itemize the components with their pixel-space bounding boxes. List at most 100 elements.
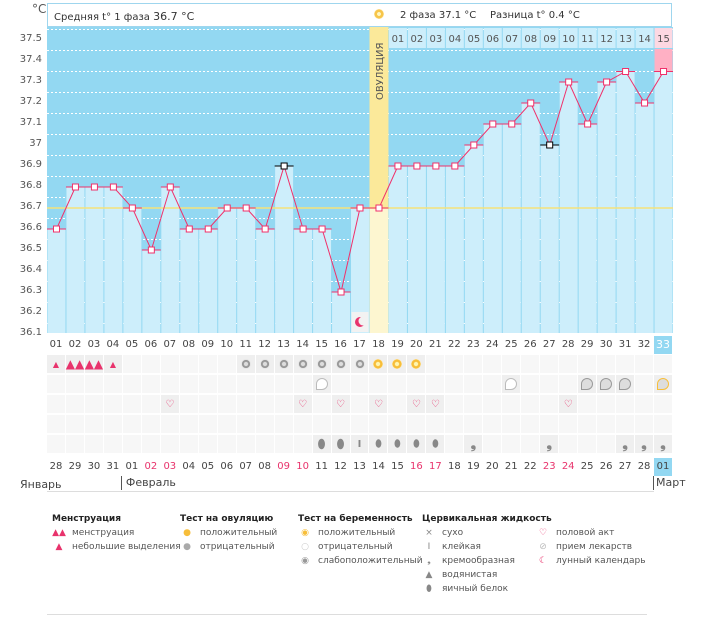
empty-cell — [540, 415, 559, 433]
month-axis-line — [47, 491, 655, 492]
legend-item: водянистая — [442, 570, 498, 580]
phase2-day-cell — [426, 28, 445, 48]
empty-cell — [388, 375, 407, 393]
pregnancy-negative-icon: ○ — [301, 542, 309, 552]
cervical-egg-icon: ⬮ — [312, 435, 331, 453]
cycle-day-label: 15 — [315, 339, 328, 350]
cycle-day-label: 30 — [599, 339, 613, 350]
empty-cell — [179, 375, 198, 393]
empty-cell — [483, 395, 502, 413]
spotting-icon: ▲ — [47, 355, 65, 373]
empty-cell — [578, 355, 597, 373]
date-label: 02 — [144, 461, 158, 472]
legend-item: положительный — [318, 528, 396, 538]
empty-cell — [122, 395, 141, 413]
temperature-point — [565, 78, 573, 86]
empty-cell — [103, 415, 122, 433]
empty-cell — [103, 375, 122, 393]
cervical-watery-icon: ⬮ — [407, 435, 426, 453]
empty-cell — [236, 435, 255, 453]
legend-item: яичный белок — [442, 584, 509, 594]
temperature-bar — [332, 292, 351, 333]
empty-cell — [65, 415, 84, 433]
heart-icon: ♡ — [369, 395, 388, 413]
y-tick-label: 37.3 — [19, 75, 42, 86]
empty-cell — [654, 415, 672, 433]
legend-item: клейкая — [442, 542, 481, 552]
empty-cell — [198, 375, 217, 393]
empty-cell — [217, 395, 236, 413]
date-label: 09 — [277, 461, 290, 472]
cervical-egg-icon: ⬮ — [331, 435, 350, 453]
empty-cell — [274, 415, 293, 433]
temperature-bar — [47, 229, 66, 333]
temperature-point — [356, 204, 364, 212]
empty-cell — [141, 395, 160, 413]
temperature-bar — [256, 229, 275, 333]
legend-item: отрицательный — [318, 542, 393, 552]
phase1-average: Средняя t° 1 фаза 36.7 °C — [54, 10, 194, 23]
empty-cell — [464, 375, 483, 393]
empty-cell — [521, 435, 540, 453]
empty-cell — [521, 375, 540, 393]
empty-cell — [635, 355, 654, 373]
temperature-point — [546, 141, 554, 149]
heart-icon: ♡ — [426, 395, 445, 413]
phase2-day-cell — [597, 28, 616, 48]
cervical-creamy-icon: ❟ — [464, 435, 483, 453]
empty-cell — [597, 435, 616, 453]
empty-cell — [179, 435, 198, 453]
empty-cell — [160, 375, 179, 393]
phase2-day-label: 13 — [619, 34, 632, 45]
phase2-day-label: 09 — [543, 34, 556, 45]
temperature-point — [223, 204, 231, 212]
empty-cell — [559, 415, 578, 433]
cycle-day-label: 03 — [87, 339, 101, 350]
y-tick-label: 36.1 — [19, 327, 42, 338]
phase2-day-label: 15 — [657, 34, 670, 45]
empty-cell — [616, 395, 635, 413]
date-label: 08 — [258, 461, 272, 472]
cycle-day-label: 11 — [239, 339, 253, 350]
cycle-day-label: 17 — [353, 339, 366, 350]
y-tick-label: 36.4 — [19, 264, 42, 275]
temperature-point — [166, 183, 174, 191]
temperature-bar — [104, 187, 123, 333]
phase1-value: 36.7 °C — [153, 10, 195, 23]
legend-title: Тест на беременность — [298, 514, 413, 524]
temperature-bar — [540, 145, 559, 333]
empty-cell — [47, 395, 65, 413]
icon-row-2 — [47, 375, 673, 394]
empty-cell — [445, 375, 464, 393]
month-march: Март — [653, 476, 686, 490]
y-tick-label: 36.5 — [19, 243, 42, 254]
moon-icon: ☾ — [538, 556, 548, 566]
date-row: 28 29 30 31 01 02 03 04 05 06 07 08 09 10 11 12 13 14 15 16… — [47, 458, 673, 476]
empty-cell — [331, 375, 350, 393]
date-label: 19 — [466, 461, 480, 472]
menstruation-icon: ▲▲ — [65, 355, 85, 373]
empty-cell — [464, 415, 483, 433]
empty-cell — [47, 375, 65, 393]
empty-cell — [255, 375, 274, 393]
empty-cell — [635, 375, 654, 393]
pregnancy-test-weak-icon — [597, 375, 616, 393]
empty-cell — [65, 395, 84, 413]
ovulation-test-positive-icon — [388, 355, 407, 373]
empty-cell — [198, 395, 217, 413]
phase2-day-label: 07 — [505, 34, 518, 45]
temperature-point — [584, 120, 592, 128]
temperature-bar — [237, 208, 256, 333]
empty-cell — [464, 395, 483, 413]
pregnancy-test-weak-icon — [578, 375, 597, 393]
empty-cell — [179, 355, 198, 373]
empty-cell — [293, 375, 312, 393]
temperature-bar — [483, 124, 502, 333]
temperature-bar — [351, 208, 369, 333]
y-tick-label: 37.2 — [19, 96, 42, 107]
cycle-day-label: 04 — [106, 339, 120, 350]
heart-icon: ♡ — [559, 395, 578, 413]
diff-value: 0.4 °C — [548, 10, 580, 21]
date-label: 16 — [410, 461, 423, 472]
cycle-day-label: 18 — [372, 339, 385, 350]
